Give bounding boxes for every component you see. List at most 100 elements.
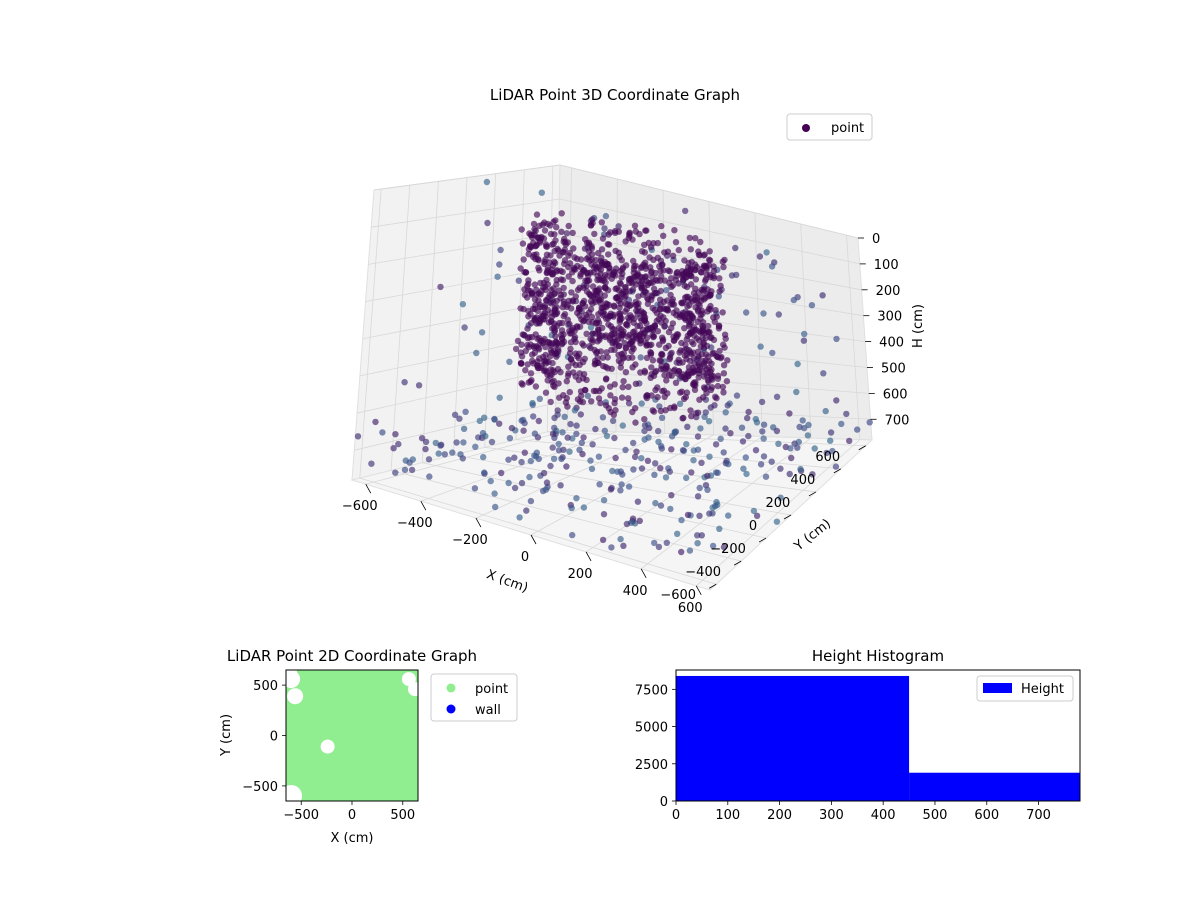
grid-line-y: [421, 181, 767, 539]
data-point: [559, 340, 566, 347]
data-point: [580, 504, 588, 511]
data-point: [560, 331, 567, 338]
data-point: [760, 310, 767, 317]
data-point: [553, 303, 560, 311]
legend-marker-height: [983, 683, 1012, 693]
data-point: [757, 461, 765, 468]
data-point: [757, 343, 764, 350]
data-point: [533, 343, 540, 350]
data-point: [680, 414, 687, 422]
data-point: [696, 396, 703, 403]
gap-region: [282, 670, 301, 689]
data-point: [392, 431, 399, 438]
data-point: [573, 255, 581, 262]
chart-3d-title: LiDAR Point 3D Coordinate Graph: [490, 86, 740, 104]
data-point: [605, 405, 612, 412]
data-point: [661, 323, 668, 330]
grid-line-x: [640, 223, 812, 570]
data-point: [760, 421, 768, 428]
data-point: [553, 309, 561, 316]
data-point: [569, 531, 576, 539]
data-point: [457, 451, 464, 458]
data-point: [636, 230, 643, 238]
data-point: [744, 414, 751, 422]
data-point: [645, 434, 652, 441]
data-point: [658, 222, 665, 230]
data-point: [712, 469, 720, 476]
data-point: [588, 465, 596, 473]
data-point: [524, 361, 531, 368]
data-point: [661, 371, 668, 379]
data-point: [548, 286, 555, 294]
data-point: [585, 254, 592, 261]
data-point: [426, 473, 433, 480]
data-point: [688, 258, 695, 266]
data-point: [633, 448, 640, 455]
data-point: [660, 387, 668, 394]
data-point: [662, 474, 670, 481]
data-point: [696, 512, 703, 519]
data-point: [565, 273, 572, 280]
chart-3d-points: [354, 178, 873, 556]
data-point: [552, 217, 559, 224]
data-point: [537, 235, 545, 242]
data-point: [690, 457, 697, 464]
data-point: [654, 393, 661, 401]
data-point: [483, 178, 491, 186]
data-point: [630, 439, 637, 447]
data-point: [518, 458, 525, 466]
data-point: [706, 358, 713, 365]
data-point: [703, 389, 710, 397]
data-point: [645, 239, 652, 247]
data-point: [518, 226, 525, 233]
data-point: [530, 220, 538, 228]
data-point: [793, 388, 800, 396]
data-point: [725, 512, 732, 519]
data-point: [577, 270, 584, 278]
data-point: [633, 301, 640, 308]
data-point: [640, 312, 647, 320]
data-point: [769, 349, 776, 357]
data-point: [797, 465, 804, 473]
x-tick-label: −200: [452, 533, 488, 548]
data-point: [671, 227, 678, 234]
data-point: [627, 338, 635, 346]
data-point: [599, 324, 606, 332]
data-point: [566, 260, 574, 267]
data-point: [684, 423, 691, 430]
chart-2d-title: LiDAR Point 2D Coordinate Graph: [227, 647, 477, 665]
chart-3d-ylabel: Y (cm): [791, 516, 834, 554]
data-point: [518, 353, 526, 360]
data-point: [615, 223, 622, 230]
data-point: [549, 271, 557, 278]
data-point: [449, 449, 456, 456]
data-point: [478, 329, 486, 336]
data-point: [658, 350, 665, 357]
histogram-legend: Height: [976, 675, 1074, 702]
data-point: [585, 248, 593, 255]
data-point: [392, 469, 399, 476]
data-point: [573, 430, 580, 438]
data-point: [750, 507, 758, 515]
data-point: [528, 333, 536, 341]
data-point: [854, 426, 861, 433]
data-point: [648, 268, 655, 275]
data-point: [406, 459, 413, 466]
chart-2d-legend: point wall: [430, 673, 518, 722]
data-point: [481, 469, 488, 476]
data-point: [551, 434, 558, 442]
data-point: [654, 239, 661, 247]
data-point: [716, 525, 723, 532]
data-point: [555, 287, 563, 294]
data-point: [479, 429, 487, 437]
data-point: [597, 266, 605, 273]
data-point: [515, 277, 522, 284]
data-point: [603, 315, 610, 322]
data-point: [558, 455, 565, 463]
data-point: [607, 392, 614, 399]
data-point: [422, 438, 430, 446]
data-point: [512, 345, 520, 353]
data-point: [611, 326, 618, 333]
y-tick-label: 2500: [635, 758, 668, 773]
x-tick-label: 200: [568, 567, 593, 582]
